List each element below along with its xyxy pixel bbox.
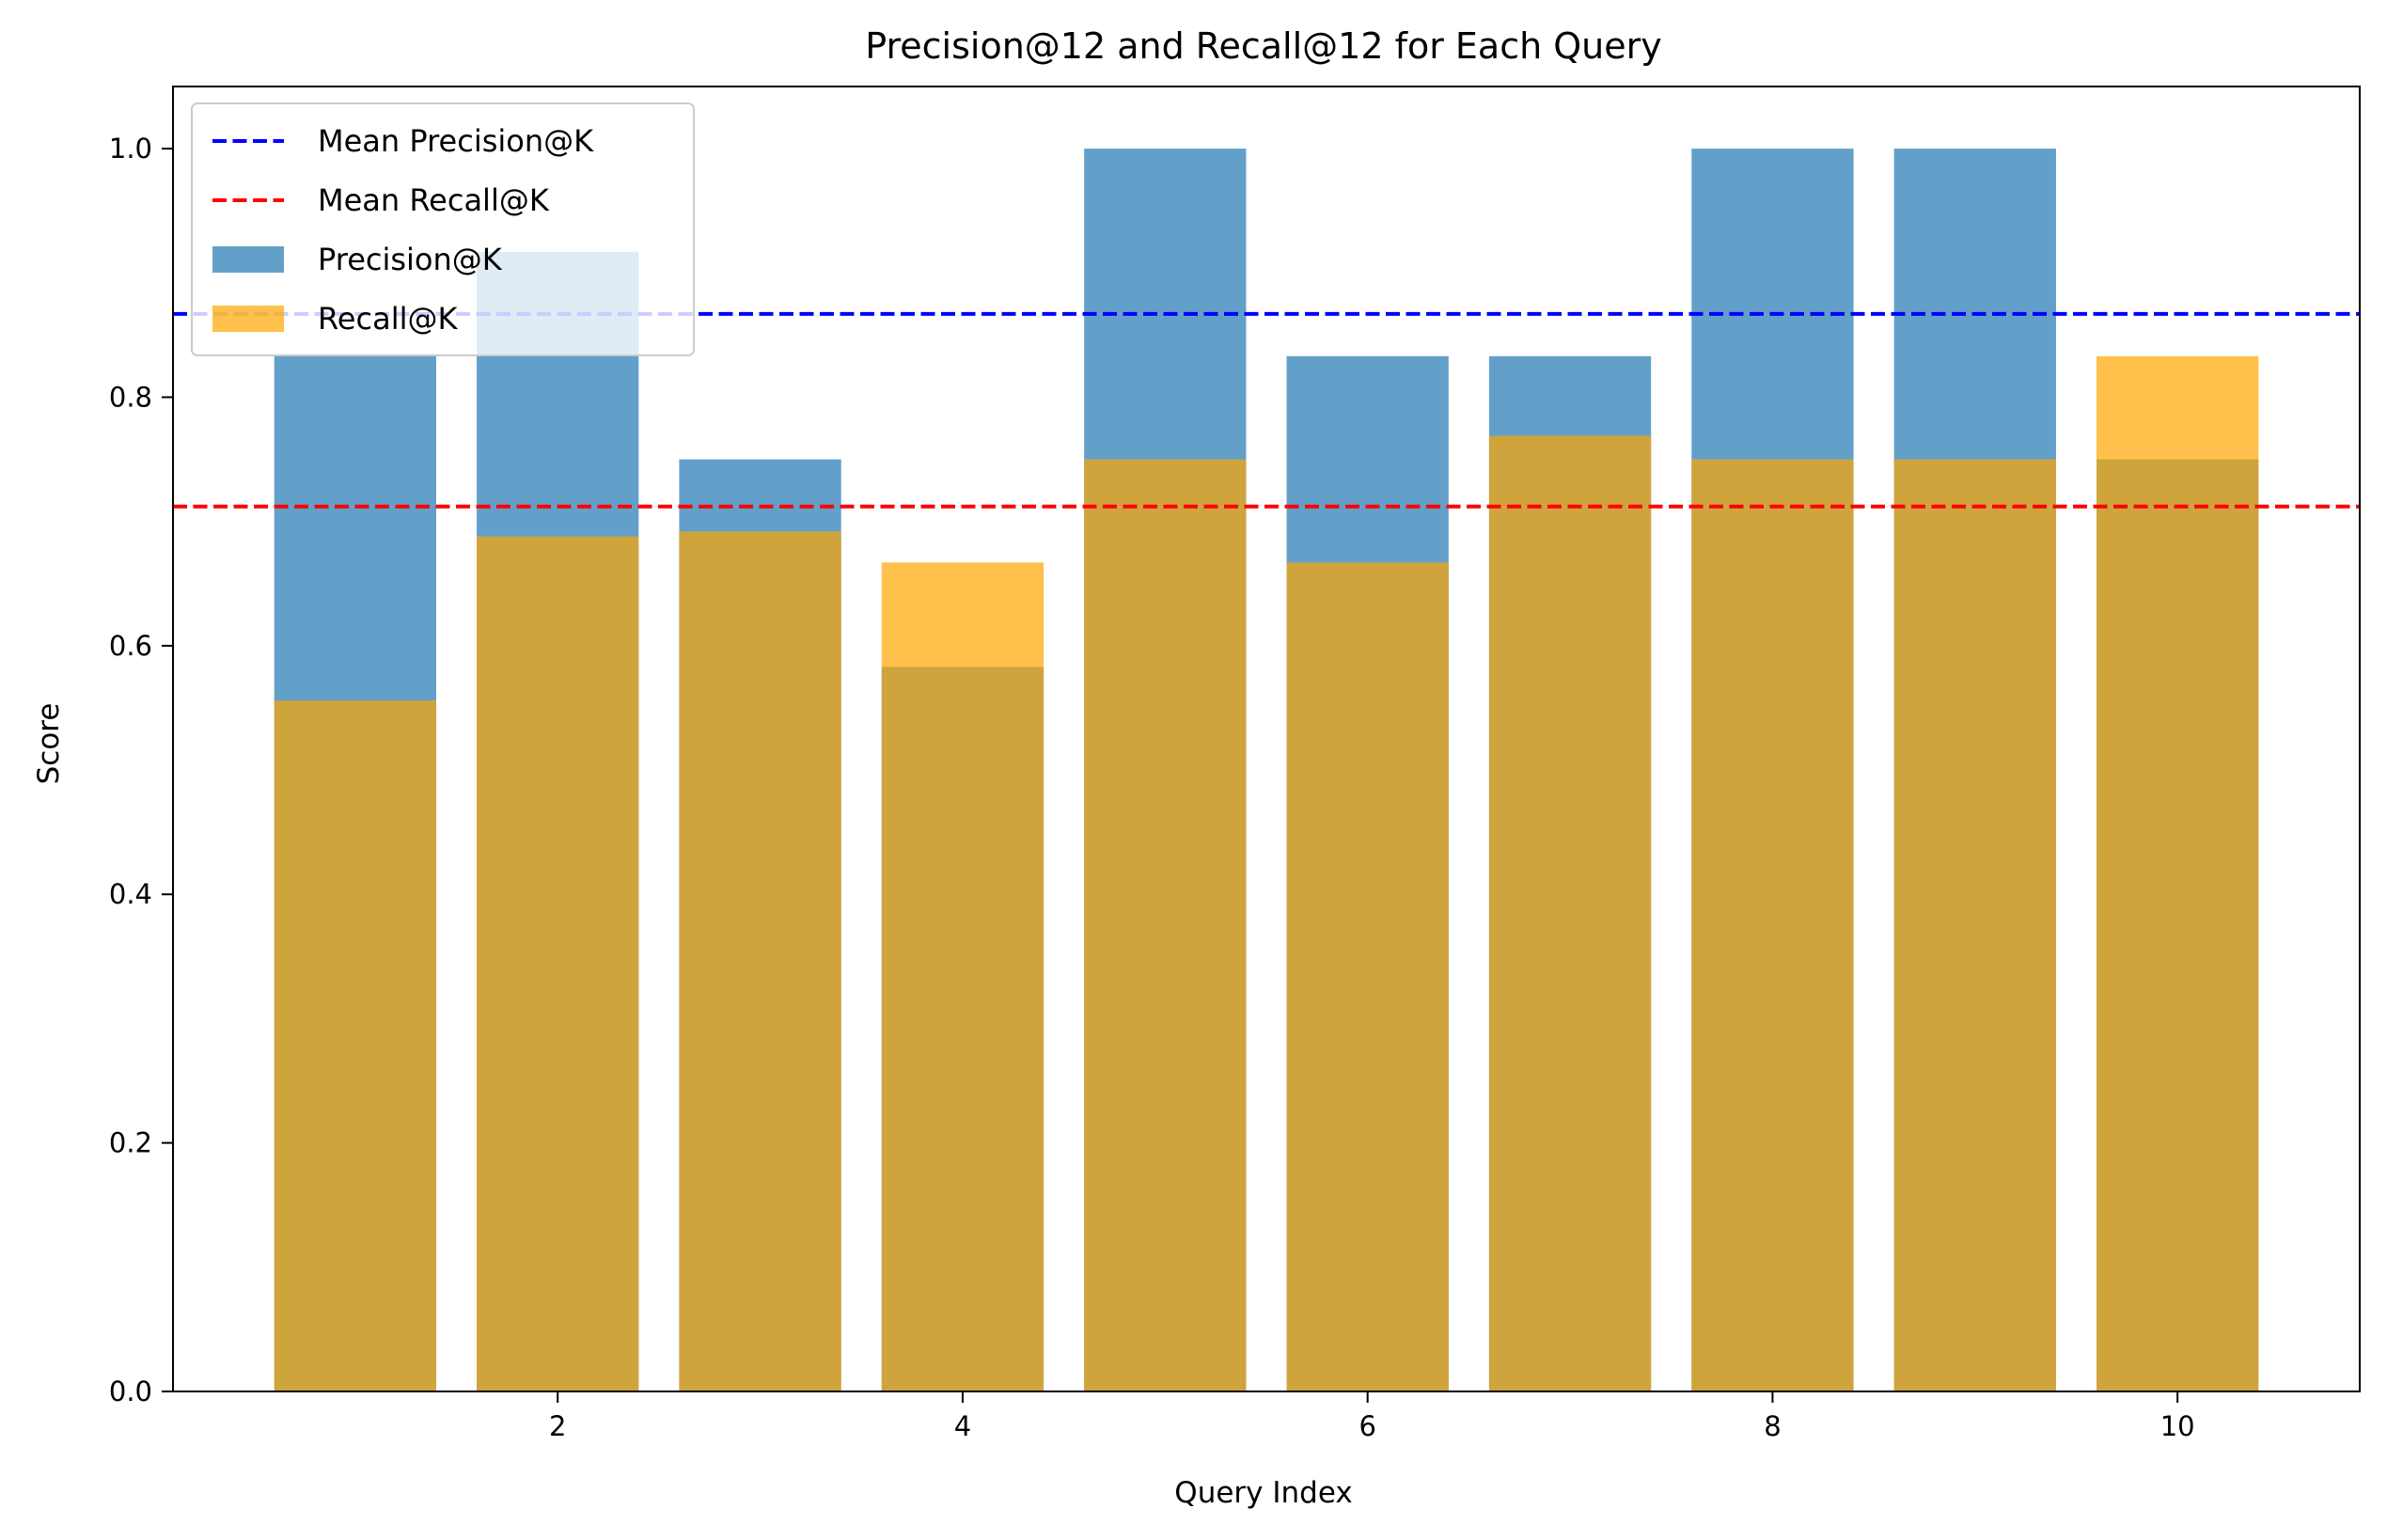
- recall-k-bar-9: [1893, 459, 2056, 1392]
- axes-layer: 2 4 6 8 10 0.0 0.2 0.4 0.6 0.8 1.0: [109, 86, 2361, 1442]
- recall-k-bar-7: [1488, 435, 1652, 1392]
- legend-label-mean-precision-k: Mean Precision@K: [318, 123, 594, 159]
- y-axis-label: Score: [32, 703, 66, 785]
- x-tick-label-2: 2: [549, 1410, 566, 1442]
- y-tick-label-0.6: 0.6: [109, 630, 152, 662]
- recall-k-bar-8: [1691, 459, 1854, 1392]
- x-axis-label: Query Index: [1174, 1476, 1352, 1510]
- plot-frame: [172, 86, 2361, 1392]
- recall-k-bar-5: [1084, 459, 1247, 1392]
- recall-k-bar-4: [881, 562, 1044, 1391]
- legend: Mean Precision@K Mean Recall@K Precision@K…: [191, 102, 695, 356]
- y-tick-label-0.2: 0.2: [109, 1127, 152, 1159]
- legend-label-mean-recall-k: Mean Recall@K: [318, 182, 550, 218]
- recall-k-bar-6: [1286, 562, 1449, 1391]
- bars-layer: [274, 149, 2259, 1392]
- chart-title: Precision@12 and Recall@12 for Each Quer…: [865, 25, 1662, 67]
- y-tick-label-0.8: 0.8: [109, 381, 152, 413]
- recall-k-bar-3: [679, 531, 841, 1391]
- recall-k-bar-10: [2096, 355, 2259, 1392]
- y-tick-label-1.0: 1.0: [109, 133, 152, 165]
- recall-k-bar-1: [274, 700, 436, 1391]
- recall-k-bar-2: [477, 536, 639, 1391]
- legend-label-precision-k: Precision@K: [318, 242, 503, 277]
- x-tick-label-6: 6: [1358, 1410, 1375, 1442]
- legend-box: [191, 102, 695, 356]
- legend-label-recall-k: Recall@K: [318, 301, 458, 337]
- legend-swatch-precision-k: [212, 246, 284, 273]
- x-tick-label-4: 4: [954, 1410, 971, 1442]
- x-tick-label-10: 10: [2160, 1410, 2195, 1442]
- y-tick-label-0.0: 0.0: [109, 1375, 152, 1407]
- y-tick-label-0.4: 0.4: [109, 878, 152, 910]
- x-tick-label-8: 8: [1764, 1410, 1781, 1442]
- legend-swatch-recall-k: [212, 306, 284, 332]
